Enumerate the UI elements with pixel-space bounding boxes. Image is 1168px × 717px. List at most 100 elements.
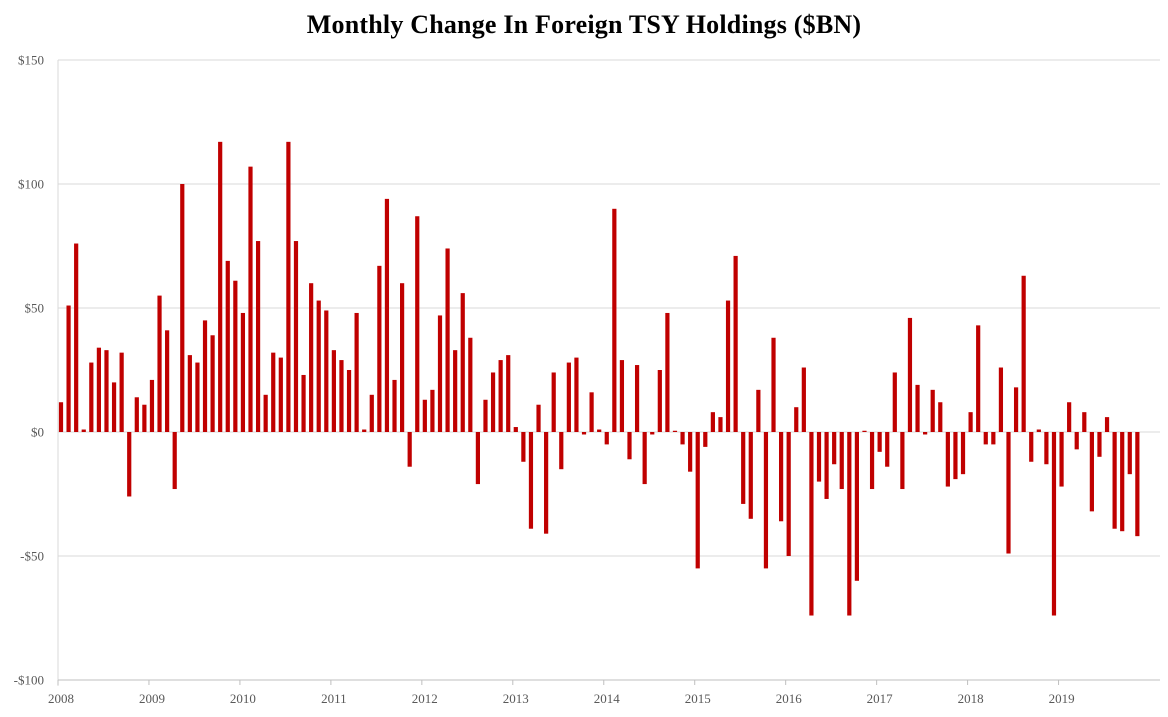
bar: [597, 429, 602, 432]
x-tick-label: 2016: [776, 691, 803, 706]
bar: [309, 283, 314, 432]
x-tick-label: 2018: [958, 691, 984, 706]
bar: [832, 432, 837, 465]
bar: [81, 429, 86, 432]
bar: [74, 243, 79, 432]
bar: [650, 432, 655, 435]
bar: [1013, 387, 1019, 432]
bar: [225, 260, 230, 432]
bar: [255, 241, 261, 432]
bar: [695, 432, 700, 569]
bar: [953, 432, 958, 480]
bar: [513, 427, 518, 432]
bar: [1112, 432, 1117, 529]
bar: [66, 305, 71, 432]
bar: [96, 347, 101, 432]
y-tick-label: $100: [18, 177, 44, 192]
x-tick-label: 2012: [412, 691, 438, 706]
bar: [316, 300, 321, 432]
bar: [566, 362, 571, 432]
bar: [149, 379, 155, 432]
bar: [263, 394, 268, 432]
x-tick-label: 2019: [1049, 691, 1075, 706]
bar: [134, 397, 139, 432]
bar: [1067, 402, 1072, 432]
bar: [923, 432, 928, 435]
bar: [202, 320, 208, 432]
bar: [968, 412, 973, 432]
bar: [1097, 432, 1102, 457]
x-axis-tick-labels: 2008 2009 2010 2011 2012 2013 2014 2015 2016 2017…: [48, 680, 1075, 706]
bar: [468, 337, 473, 432]
x-tick-label: 2013: [503, 691, 529, 706]
bar: [1036, 429, 1041, 432]
bar: [1051, 432, 1057, 616]
bar: [869, 432, 875, 490]
bar: [437, 315, 443, 432]
bar: [89, 362, 94, 432]
bar: [1029, 432, 1034, 462]
bar: [816, 432, 822, 482]
bar: [195, 362, 200, 432]
bar: [839, 432, 844, 490]
bar: [127, 432, 132, 497]
bar: [900, 432, 905, 490]
bar: [983, 432, 988, 445]
bar: [119, 352, 124, 432]
bar: [453, 350, 458, 432]
bar: [642, 432, 647, 485]
bar: [854, 432, 859, 581]
bar: [354, 312, 359, 432]
bar: [392, 379, 397, 432]
bar: [581, 432, 587, 435]
bar: [218, 141, 223, 432]
bar: [521, 432, 526, 462]
bar: [824, 432, 829, 499]
bar: [725, 300, 731, 432]
y-tick-label: $50: [25, 301, 45, 316]
bar: [885, 432, 890, 467]
bar: [536, 404, 541, 432]
bar: [544, 432, 549, 534]
bar: [339, 360, 344, 432]
chart-title: Monthly Change In Foreign TSY Holdings (…: [306, 10, 862, 39]
bar: [324, 310, 329, 432]
axis-lines: [57, 60, 1160, 686]
bar: [672, 430, 678, 432]
bar: [1089, 432, 1094, 512]
bar: [976, 325, 981, 432]
bar: [930, 389, 935, 432]
bar: [362, 429, 367, 432]
bar: [506, 355, 511, 432]
bar: [1104, 417, 1110, 432]
bar: [445, 248, 450, 432]
bar: [574, 357, 579, 432]
bar: [551, 372, 556, 432]
bar: [680, 432, 685, 445]
bar: [733, 255, 738, 432]
bar: [1059, 432, 1064, 487]
bar: [960, 432, 966, 475]
bar: [1120, 432, 1125, 532]
y-tick-label: $0: [31, 425, 44, 440]
y-tick-label: -$100: [14, 673, 44, 688]
x-tick-label: 2017: [867, 691, 894, 706]
bar: [377, 265, 382, 432]
bar: [945, 432, 950, 487]
bar: [142, 404, 147, 432]
bar: [498, 360, 503, 432]
y-tick-label: -$50: [20, 549, 44, 564]
bar: [665, 312, 670, 432]
bar: [779, 432, 784, 522]
bar: [346, 370, 352, 432]
bar: [862, 430, 867, 432]
bar: [104, 350, 109, 432]
bar: [111, 382, 117, 432]
bar: [460, 293, 465, 432]
bar: [1021, 275, 1026, 432]
y-axis-tick-labels: -$100 -$50 $0 $50 $100 $150: [14, 53, 44, 688]
bar: [627, 432, 632, 460]
bar: [763, 432, 769, 569]
bar: [771, 337, 776, 432]
bar: [475, 432, 480, 485]
